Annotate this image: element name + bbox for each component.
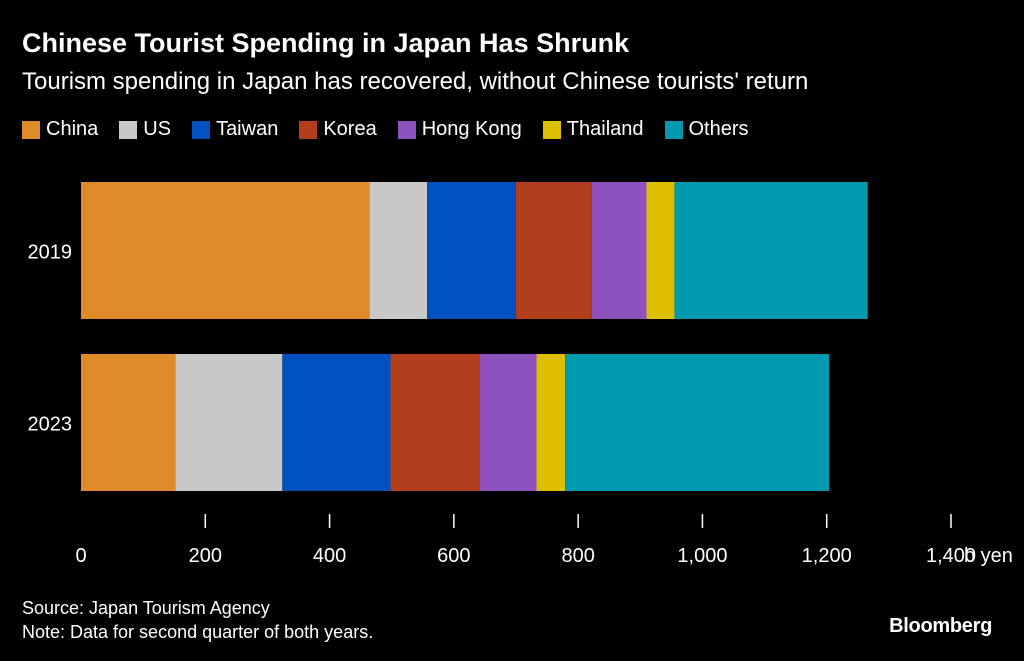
bar-segment-2023-taiwan — [282, 354, 391, 491]
chart-legend: China US Taiwan Korea Hong Kong Thailand Other… — [22, 118, 770, 141]
x-tick-label: 400 — [313, 545, 346, 567]
bar-segment-2023-china — [81, 354, 176, 491]
bar-segment-2023-hong-kong — [479, 354, 537, 491]
x-tick-label: 800 — [561, 545, 594, 567]
legend-item-others: Others — [664, 118, 749, 141]
x-unit-label: b yen — [964, 545, 1013, 567]
bar-segment-2023-korea — [390, 354, 480, 491]
legend-swatch — [397, 120, 416, 139]
x-tick-label: 200 — [189, 545, 222, 567]
legend-swatch — [299, 120, 318, 139]
x-tick-label: 1,400 — [926, 545, 976, 567]
bar-segment-2019-taiwan — [427, 182, 516, 319]
x-tick-label: 1,200 — [802, 545, 852, 567]
source-text: Source: Japan Tourism Agency — [22, 598, 270, 618]
x-tick-label: 0 — [75, 545, 86, 567]
legend-item-china: China — [22, 118, 98, 141]
legend-label: US — [143, 118, 172, 140]
x-tick-label: 600 — [437, 545, 470, 567]
chart-title: Chinese Tourist Spending in Japan Has Sh… — [22, 28, 630, 58]
legend-swatch — [22, 120, 40, 139]
legend-swatch — [542, 120, 561, 139]
bar-segment-2023-others — [565, 354, 830, 491]
legend-label: Others — [688, 118, 749, 140]
bar-segment-2019-hong-kong — [591, 182, 647, 319]
y-tick-label: 2019 — [28, 242, 73, 264]
bar-segment-2019-us — [369, 182, 428, 319]
legend-item-taiwan: Taiwan — [192, 118, 278, 141]
legend-label: China — [46, 118, 99, 140]
legend-swatch — [192, 120, 211, 139]
legend-label: Korea — [323, 118, 377, 140]
legend-item-hong-kong: Hong Kong — [397, 118, 522, 141]
legend-swatch — [664, 120, 683, 139]
legend-label: Thailand — [566, 118, 644, 140]
bar-segment-2019-korea — [516, 182, 592, 319]
legend-item-thailand: Thailand — [542, 118, 644, 141]
legend-item-korea: Korea — [299, 118, 377, 141]
legend-label: Taiwan — [216, 118, 279, 140]
bar-segment-2019-china — [81, 182, 370, 319]
x-tick-label: 1,000 — [677, 545, 727, 567]
note-text: Note: Data for second quarter of both ye… — [22, 622, 374, 642]
chart-subtitle: Tourism spending in Japan has recovered,… — [22, 68, 809, 95]
legend-item-us: US — [119, 118, 171, 141]
bar-segment-2023-us — [175, 354, 283, 491]
source-note: Source: Japan Tourism Agency Note: Data … — [22, 596, 373, 644]
bar-segment-2023-thailand — [536, 354, 566, 491]
y-tick-label: 2023 — [28, 414, 73, 436]
bar-segment-2019-thailand — [646, 182, 675, 319]
bloomberg-logo: Bloomberg — [889, 615, 992, 637]
legend-label: Hong Kong — [421, 118, 522, 140]
legend-swatch — [119, 120, 138, 139]
bar-segment-2019-others — [674, 182, 868, 319]
